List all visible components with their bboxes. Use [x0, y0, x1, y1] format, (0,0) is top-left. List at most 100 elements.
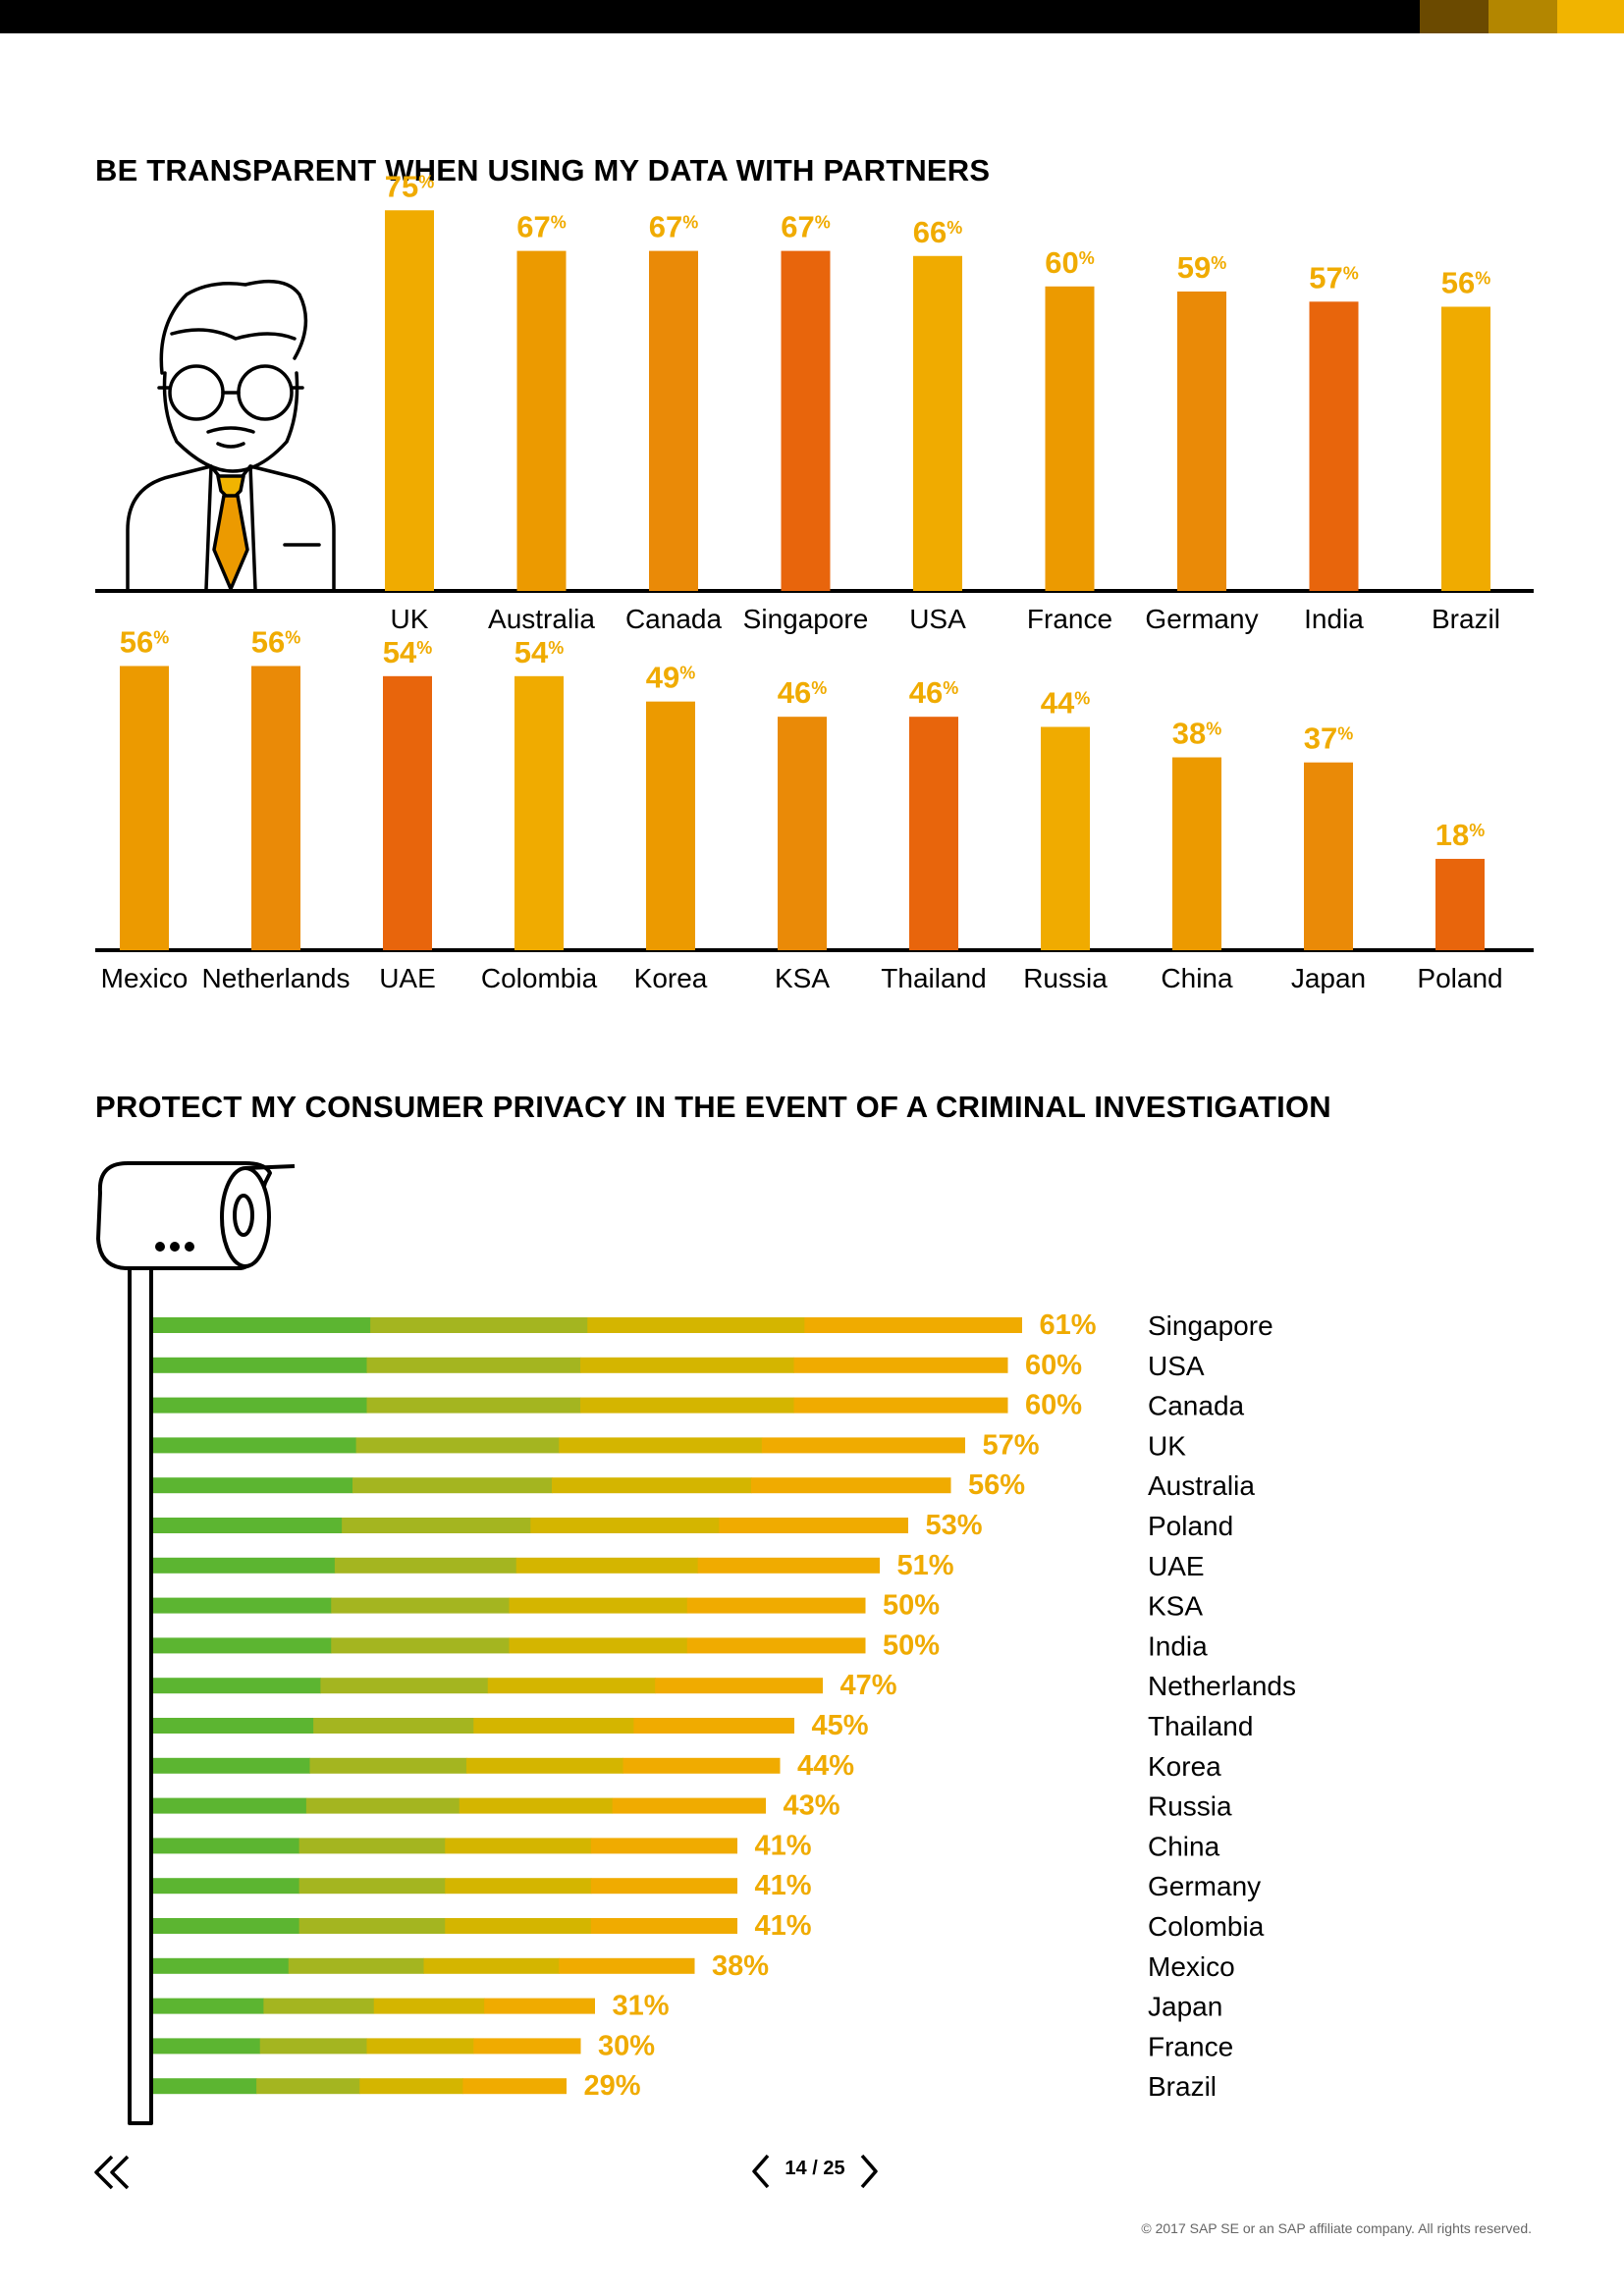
category-label: China: [1161, 963, 1233, 993]
bar-segment: [445, 1918, 592, 1934]
security-camera-icon: [96, 1161, 296, 2125]
bar-segment: [484, 1998, 595, 2014]
value-label: 56%: [968, 1469, 1025, 1501]
bar: [1045, 286, 1095, 591]
bar-segment: [751, 1477, 951, 1494]
double-chevron-left-icon: [94, 2155, 130, 2190]
top-swatch-2: [1489, 0, 1557, 33]
category-label: UAE: [1148, 1551, 1205, 1581]
category-label: Germany: [1148, 1871, 1261, 1901]
next-page-button[interactable]: [854, 2150, 884, 2193]
bar-row: 53% Poland: [153, 1510, 1233, 1541]
bar-segment: [590, 1838, 737, 1854]
bar-segment: [509, 1597, 688, 1614]
category-label: Germany: [1145, 604, 1258, 634]
value-label: 30%: [598, 2030, 655, 2061]
category-label: Canada: [625, 604, 723, 634]
bar-row: 41% Colombia: [153, 1910, 1265, 1942]
value-label: 67%: [649, 210, 699, 244]
page-number: 14 / 25: [785, 2158, 845, 2179]
top-bar: [0, 0, 1624, 33]
category-label: India: [1148, 1630, 1208, 1661]
value-label: 50%: [883, 1590, 940, 1622]
bar-segment: [288, 1957, 424, 1974]
bar-segment: [153, 1718, 314, 1734]
value-label: 43%: [784, 1790, 840, 1822]
bar-segment: [153, 1437, 357, 1454]
category-label: Australia: [1148, 1470, 1255, 1501]
bar-row: 57% UK: [153, 1429, 1186, 1461]
value-label: 29%: [584, 2070, 641, 2102]
bar-segment: [331, 1597, 510, 1614]
bar-segment: [655, 1678, 823, 1694]
value-label: 67%: [781, 210, 831, 244]
bar-segment: [359, 2078, 463, 2095]
category-label: UK: [391, 604, 429, 634]
value-label: 56%: [1441, 265, 1491, 299]
value-label: 60%: [1025, 1390, 1082, 1421]
bar-row: 30% France: [153, 2030, 1233, 2061]
bar-row: 43% Russia: [153, 1790, 1232, 1822]
bar-segment: [256, 2078, 360, 2095]
bar-segment: [366, 1397, 581, 1414]
bar-segment: [334, 1557, 517, 1574]
bar-segment: [804, 1317, 1022, 1333]
bar-segment: [298, 1878, 446, 1895]
value-label: 60%: [1025, 1350, 1082, 1381]
value-label: 51%: [897, 1550, 954, 1581]
value-label: 31%: [613, 1991, 670, 2022]
bar: [514, 675, 564, 950]
bar-segment: [153, 1878, 300, 1895]
bar-segment: [590, 1878, 737, 1895]
bar-row: 41% China: [153, 1830, 1220, 1861]
bar-segment: [153, 1518, 343, 1533]
bar-segment: [153, 1317, 371, 1333]
bar-segment: [487, 1678, 656, 1694]
value-label: 47%: [840, 1670, 897, 1701]
first-page-button[interactable]: [90, 2152, 135, 2193]
value-label: 18%: [1435, 818, 1486, 852]
bar: [646, 701, 695, 950]
bar-row: 56% Australia: [153, 1469, 1255, 1501]
category-label: Japan: [1291, 963, 1366, 993]
bar-segment: [530, 1518, 720, 1533]
bar-segment: [153, 1357, 367, 1373]
category-label: France: [1027, 604, 1112, 634]
copyright-footer: © 2017 SAP SE or an SAP affiliate compan…: [1141, 2220, 1532, 2236]
bar: [909, 717, 958, 950]
bar-segment: [423, 1957, 560, 1974]
bar-segment: [459, 1797, 614, 1814]
bar: [649, 250, 698, 592]
bar-segment: [509, 1637, 688, 1654]
bar-segment: [445, 1838, 592, 1854]
bar-row: 60% Canada: [153, 1390, 1245, 1421]
bar-segment: [309, 1757, 467, 1774]
bar-segment: [263, 1998, 375, 2014]
bar-segment: [153, 1637, 332, 1654]
category-label: Poland: [1148, 1511, 1233, 1541]
value-label: 44%: [797, 1750, 854, 1782]
prev-page-button[interactable]: [746, 2150, 776, 2193]
bar: [778, 717, 827, 950]
category-label: KSA: [1148, 1591, 1203, 1622]
bar-segment: [462, 2078, 567, 2095]
bar-segment: [552, 1477, 752, 1494]
bar: [1309, 301, 1359, 591]
bar-row: 38% Mexico: [153, 1950, 1235, 1982]
bar: [251, 666, 300, 950]
category-label: Mexico: [1148, 1951, 1235, 1982]
category-label: Australia: [488, 604, 595, 634]
bar-row: 41% Germany: [153, 1870, 1261, 1901]
bar: [1304, 762, 1353, 950]
category-label: Poland: [1417, 963, 1502, 993]
bar-segment: [580, 1397, 794, 1414]
bar-segment: [313, 1718, 474, 1734]
bar-segment: [153, 1678, 321, 1694]
category-label: UAE: [379, 963, 436, 993]
bar-segment: [793, 1357, 1008, 1373]
bar: [1441, 306, 1490, 591]
bar-row: 29% Brazil: [153, 2070, 1217, 2102]
bar-segment: [697, 1557, 880, 1574]
bar-segment: [473, 2038, 581, 2055]
